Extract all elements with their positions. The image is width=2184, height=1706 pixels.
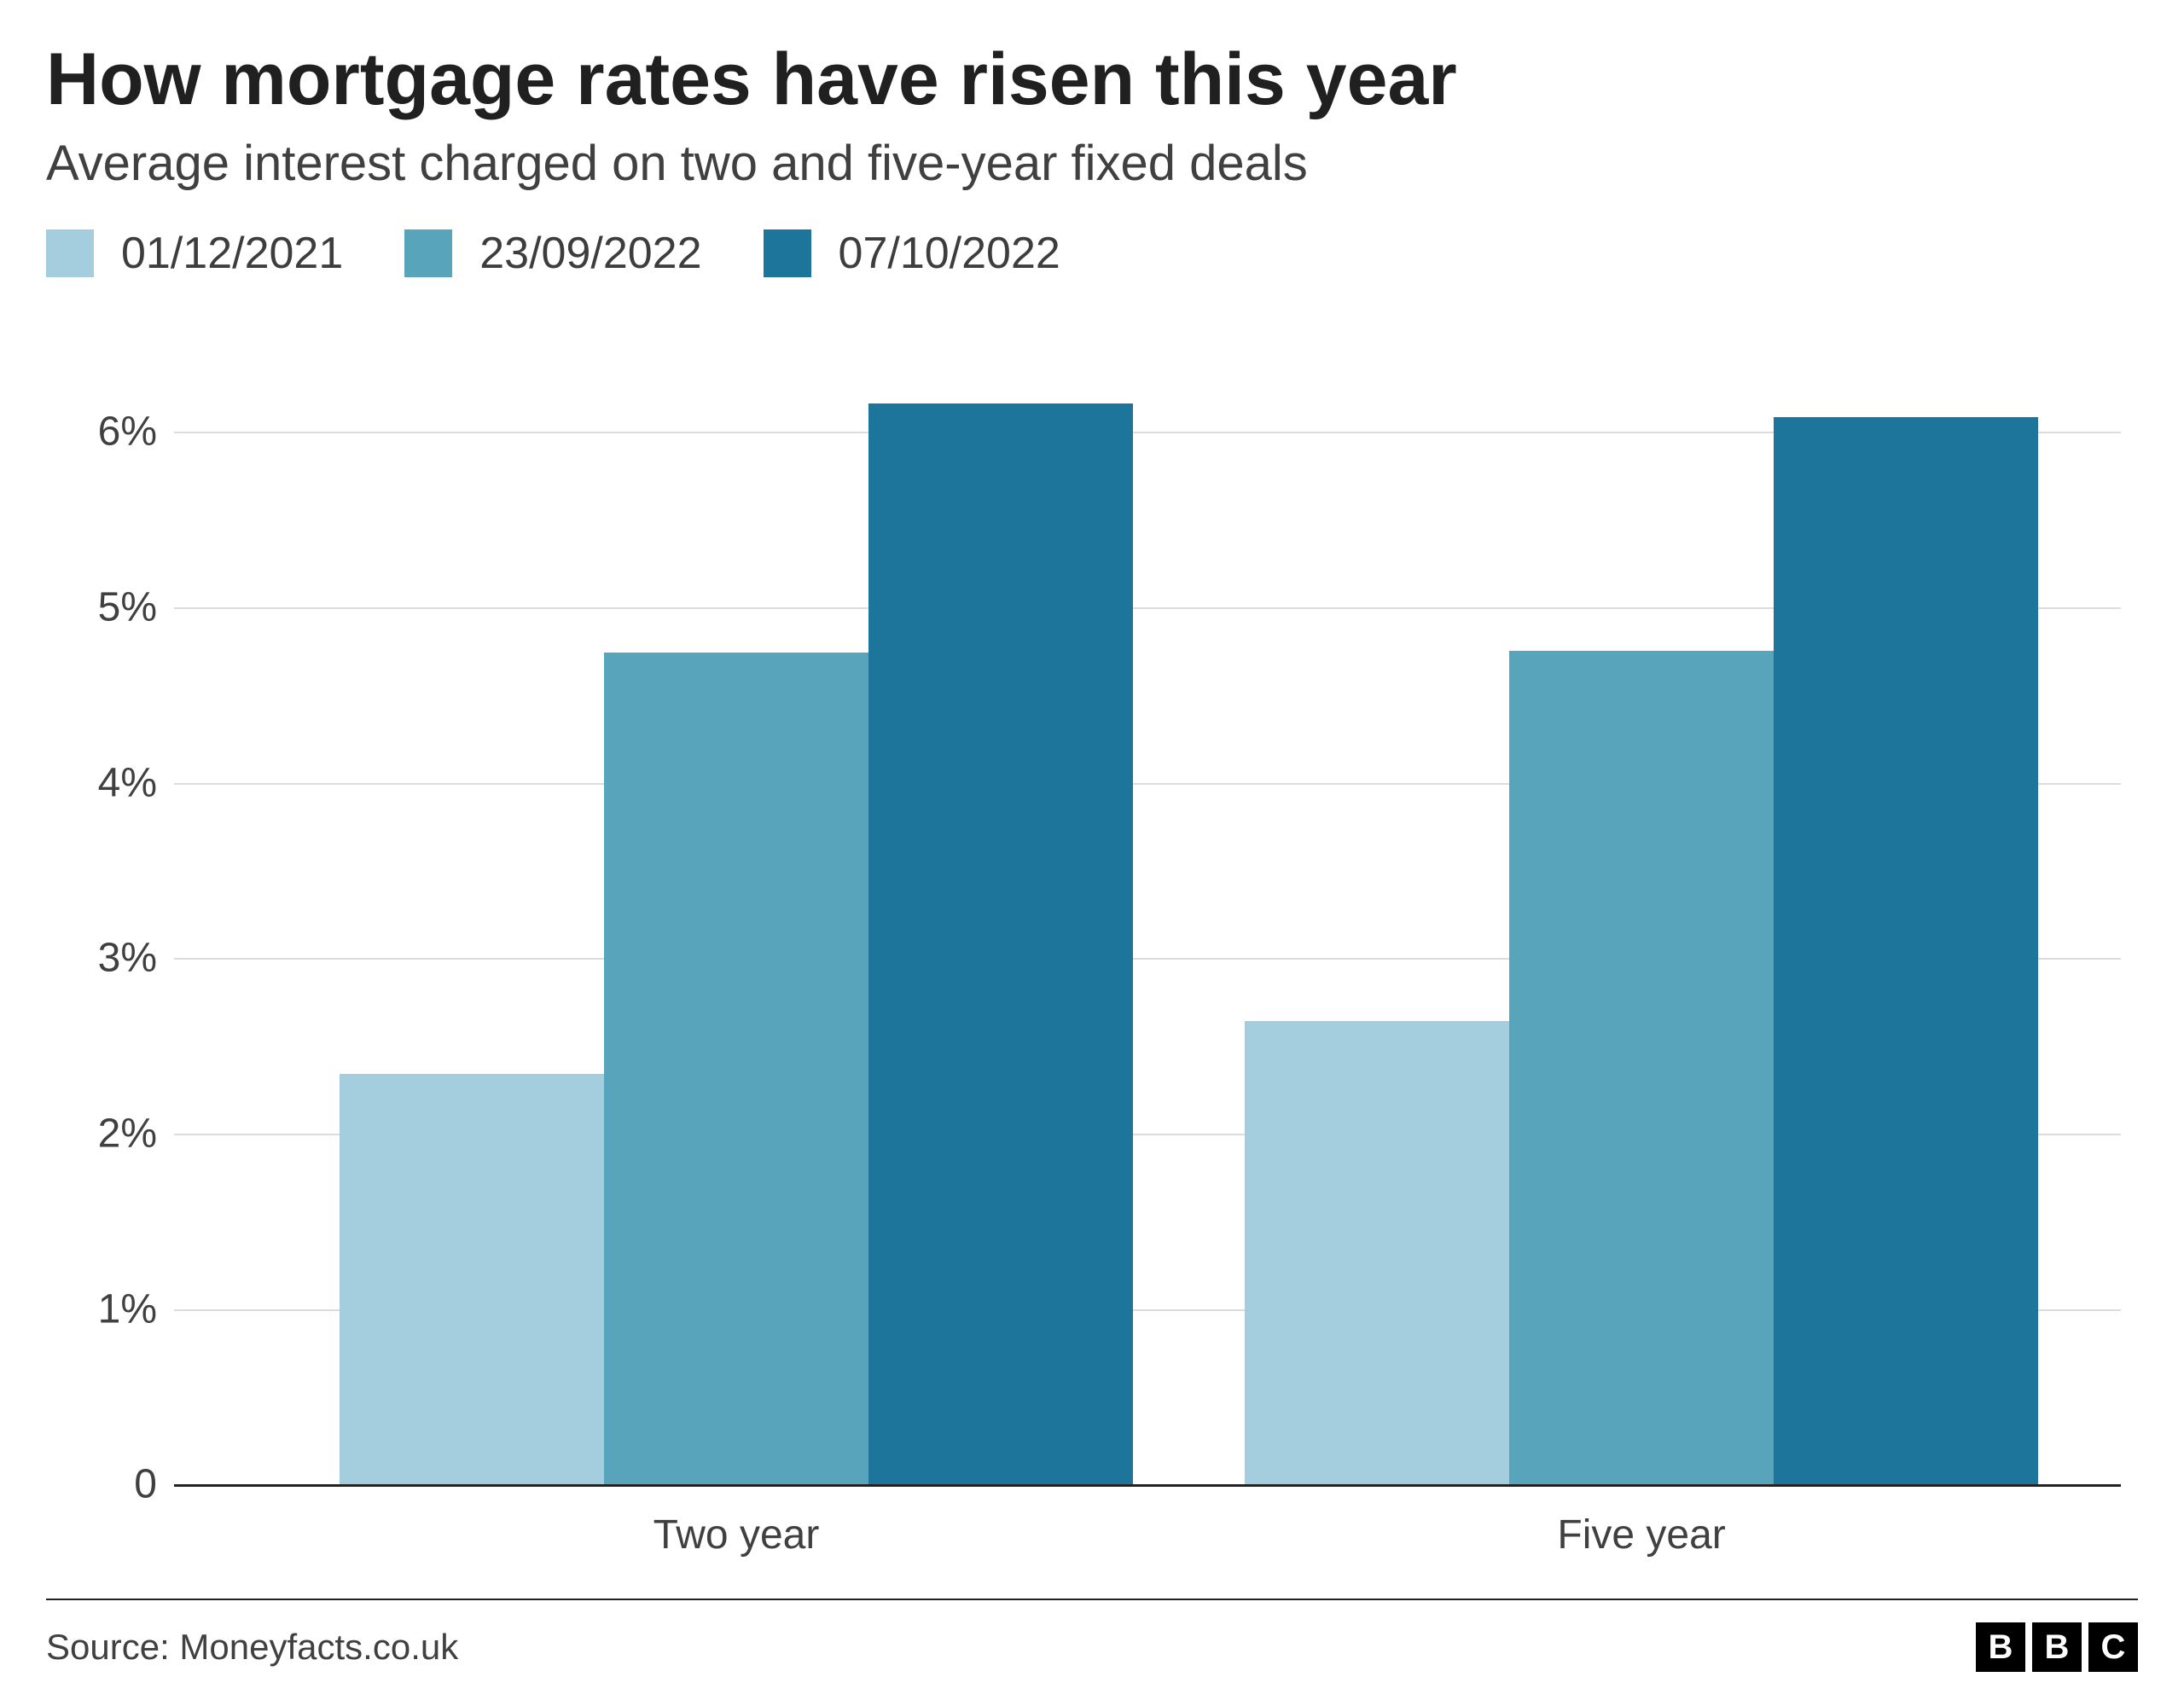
bar	[1245, 1021, 1509, 1484]
bar	[868, 403, 1133, 1484]
y-axis-tick-label: 4%	[46, 759, 157, 806]
legend-label: 23/09/2022	[479, 228, 701, 279]
legend-swatch	[404, 229, 452, 277]
y-axis-tick-label: 2%	[46, 1110, 157, 1157]
bar	[1774, 417, 2038, 1484]
bar-group	[1245, 344, 2038, 1484]
x-axis-category-label: Five year	[1557, 1512, 1725, 1558]
legend-label: 01/12/2021	[121, 228, 343, 279]
y-axis-tick-label: 0	[46, 1461, 157, 1508]
legend-item: 23/09/2022	[404, 228, 701, 279]
y-axis-tick-label: 1%	[46, 1285, 157, 1332]
legend-item: 07/10/2022	[764, 228, 1060, 279]
bbc-logo-block: B	[1976, 1622, 2025, 1672]
legend-swatch	[46, 229, 94, 277]
legend: 01/12/2021 23/09/2022 07/10/2022	[46, 228, 2138, 279]
bar	[604, 653, 868, 1484]
chart-area: 0 1% 2% 3% 4% 5% 6% Two year Five year	[46, 337, 2138, 1578]
bbc-logo-block: B	[2032, 1622, 2082, 1672]
legend-label: 07/10/2022	[839, 228, 1060, 279]
chart-subtitle: Average interest charged on two and five…	[46, 136, 2138, 193]
legend-item: 01/12/2021	[46, 228, 343, 279]
legend-swatch	[764, 229, 811, 277]
y-axis-tick-label: 6%	[46, 409, 157, 456]
bbc-logo: BBC	[1976, 1622, 2138, 1672]
bbc-logo-block: C	[2088, 1622, 2138, 1672]
chart-title: How mortgage rates have risen this year	[46, 39, 2138, 120]
bar	[340, 1074, 604, 1484]
y-axis-tick-label: 5%	[46, 583, 157, 630]
y-axis-tick-label: 3%	[46, 935, 157, 982]
bar-group	[340, 344, 1133, 1484]
x-axis-category-label: Two year	[653, 1512, 820, 1558]
x-axis-line	[174, 1484, 2121, 1487]
bar	[1509, 651, 1774, 1484]
chart-footer: Source: Moneyfacts.co.uk BBC	[46, 1599, 2138, 1672]
source-text: Source: Moneyfacts.co.uk	[46, 1627, 458, 1668]
